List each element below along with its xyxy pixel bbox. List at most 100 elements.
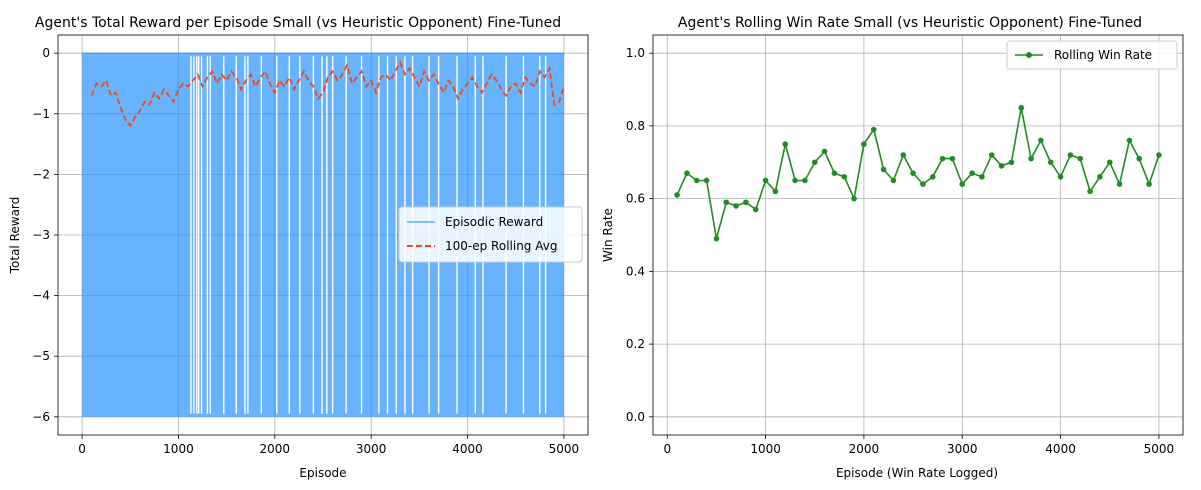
legend-marker-winrate [1026, 52, 1032, 58]
win-rate-point [703, 177, 710, 184]
legend-label-winrate: Rolling Win Rate [1054, 48, 1152, 62]
win-rate-point [1057, 174, 1064, 180]
win-rate-point [900, 152, 907, 158]
win-rate-point [772, 188, 779, 195]
win-rate-point [870, 126, 877, 133]
chart-left-legend: Episodic Reward 100-ep Rolling Avg [398, 206, 583, 263]
x-tick-label: 1000 [750, 442, 781, 456]
win-rate-point [841, 174, 848, 180]
x-tick-label: 5000 [1144, 442, 1175, 456]
x-tick-label: 0 [78, 442, 86, 456]
x-tick-label: 4000 [452, 442, 483, 456]
win-rate-point [861, 141, 867, 147]
win-rate-point [792, 177, 798, 184]
win-rate-point [1146, 181, 1152, 187]
y-tick-label: −1 [32, 107, 50, 121]
win-rate-point [939, 155, 946, 162]
win-rate-point [979, 174, 985, 180]
y-tick-label: −4 [32, 289, 50, 303]
win-rate-point [1077, 155, 1084, 162]
x-tick-label: 5000 [549, 442, 580, 456]
win-rate-point [890, 177, 897, 184]
x-tick-label: 2000 [849, 442, 880, 456]
win-rate-point [782, 141, 789, 147]
win-rate-point [831, 170, 838, 176]
win-rate-point [1047, 159, 1054, 166]
win-rate-point [1156, 152, 1162, 158]
chart-right-frame [652, 34, 1184, 436]
chart-right-grid [653, 35, 1183, 435]
win-rate-point [1136, 155, 1143, 162]
y-tick-label: −2 [32, 167, 50, 181]
win-rate-point [988, 152, 995, 158]
x-tick-label: 2000 [260, 442, 291, 456]
chart-left-xlabel: Episode [299, 466, 346, 480]
chart-right-yticks: 0.0 0.2 0.4 0.6 0.8 1.0 [626, 46, 653, 424]
win-rate-point [959, 181, 966, 187]
chart-right-xlabel: Episode (Win Rate Logged) [836, 466, 998, 480]
rolling-avg-line [90, 60, 565, 128]
win-rate-point [1067, 152, 1074, 158]
chart-right-xticks: 0 1000 2000 3000 4000 5000 [663, 435, 1174, 456]
win-rate-point [1087, 188, 1093, 195]
chart-left-title: Agent's Total Reward per Episode Small (… [35, 15, 561, 31]
win-rate-line [676, 107, 1160, 239]
y-tick-label: 0.0 [626, 410, 645, 424]
y-tick-label: 0.8 [626, 119, 645, 133]
y-tick-label: −3 [32, 228, 50, 242]
win-rate-point [1106, 159, 1113, 166]
win-rate-point [1097, 174, 1103, 180]
win-rate-point [949, 155, 956, 162]
win-rate-point [920, 181, 926, 187]
chart-left-ylabel: Total Reward [8, 197, 22, 275]
win-rate-point [929, 174, 936, 180]
chart-left: Agent's Total Reward per Episode Small (… [8, 15, 589, 480]
x-tick-label: 4000 [1045, 442, 1076, 456]
legend-frame [1006, 40, 1178, 70]
win-rate-point [1028, 155, 1034, 162]
x-tick-label: 3000 [947, 442, 978, 456]
win-rate-point [752, 206, 759, 213]
y-tick-label: 0.6 [626, 192, 645, 206]
win-rate-point [969, 170, 975, 176]
chart-right-title: Agent's Rolling Win Rate Small (vs Heuri… [678, 15, 1142, 31]
chart-right-plot [674, 104, 1162, 242]
chart-left-yticks: 0 −1 −2 −3 −4 −5 −6 [32, 46, 58, 424]
win-rate-point [1018, 104, 1025, 111]
chart-left-xticks: 0 1000 2000 3000 4000 5000 [78, 435, 579, 456]
win-rate-point [1126, 137, 1133, 144]
win-rate-point [1116, 181, 1123, 187]
win-rate-point [910, 170, 916, 176]
x-tick-label: 0 [663, 442, 671, 456]
win-rate-point [684, 170, 690, 176]
win-rate-point [723, 199, 730, 206]
y-tick-label: 0 [42, 46, 50, 60]
win-rate-point [811, 159, 818, 166]
win-rate-point [713, 235, 720, 242]
win-rate-point [802, 177, 808, 184]
win-rate-point [733, 203, 739, 209]
y-tick-label: 0.2 [626, 337, 645, 351]
chart-right: Agent's Rolling Win Rate Small (vs Heuri… [601, 15, 1184, 480]
win-rate-point [821, 148, 828, 155]
chart-right-legend: Rolling Win Rate [1006, 40, 1178, 70]
y-tick-label: 1.0 [626, 46, 645, 60]
win-rate-point [693, 177, 700, 184]
legend-frame [398, 206, 583, 263]
y-tick-label: 0.4 [626, 264, 645, 278]
y-tick-label: −6 [32, 410, 50, 424]
win-rate-point [674, 192, 680, 198]
win-rate-point [1008, 159, 1015, 166]
win-rate-point [851, 195, 857, 202]
x-tick-label: 1000 [163, 442, 194, 456]
win-rate-point [880, 166, 887, 173]
y-tick-label: −5 [32, 349, 50, 363]
win-rate-point [998, 163, 1005, 169]
win-rate-point [743, 199, 749, 206]
legend-label-episodic: Episodic Reward [445, 215, 543, 229]
legend-label-rolling: 100-ep Rolling Avg [445, 239, 557, 253]
win-rate-point [762, 177, 769, 184]
chart-right-ylabel: Win Rate [601, 208, 615, 262]
x-tick-label: 3000 [356, 442, 387, 456]
